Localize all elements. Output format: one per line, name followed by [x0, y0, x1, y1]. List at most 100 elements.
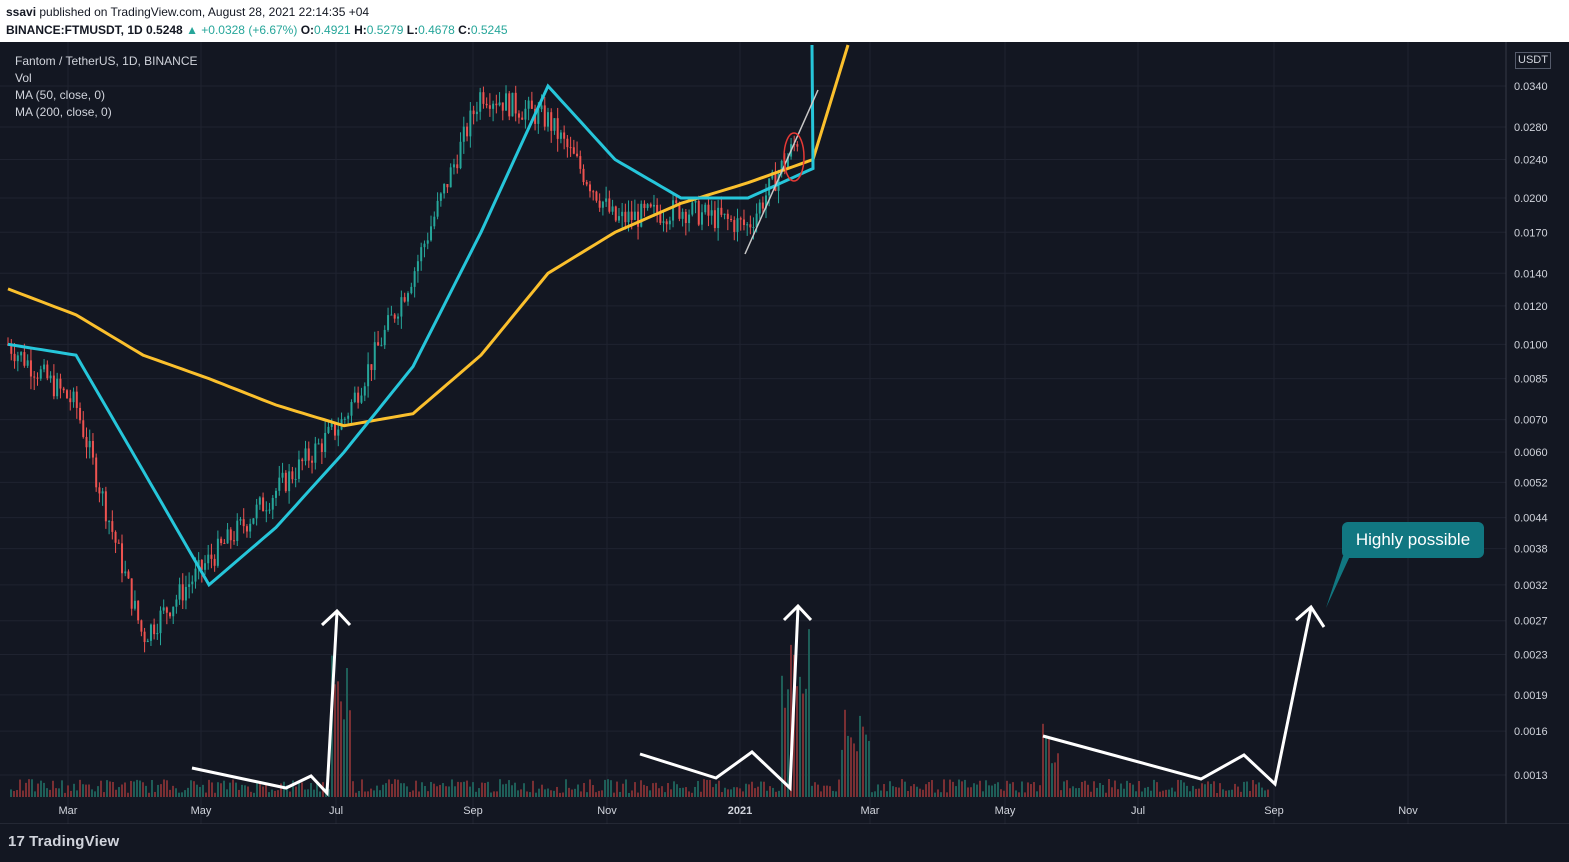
candle-body [407, 293, 410, 302]
candle-body [291, 471, 294, 480]
volume-bar [994, 783, 996, 797]
volume-bar [463, 781, 465, 797]
candle-body [780, 160, 783, 174]
candle-body [188, 584, 191, 587]
volume-bar [142, 782, 144, 797]
volume-bar [769, 786, 771, 797]
close-label: C: [458, 23, 471, 37]
drawing-arrowhead-2 [782, 603, 813, 622]
candle-body [433, 216, 436, 227]
volume-bar [445, 786, 447, 797]
currency-label[interactable]: USDT [1515, 52, 1551, 69]
volume-bar [76, 790, 78, 797]
volume-bar [184, 790, 186, 797]
volume-bar [424, 786, 426, 797]
volume-bar [952, 781, 954, 797]
volume-bar [727, 789, 729, 797]
volume-bar [307, 789, 309, 797]
candle-body [488, 105, 491, 109]
volume-bar [352, 781, 354, 797]
candle-body [713, 210, 716, 229]
candle-body [281, 472, 284, 478]
publisher-name[interactable]: ssavi [6, 5, 37, 19]
volume-bar [556, 786, 558, 797]
volume-bar [58, 788, 60, 797]
chart-area[interactable]: 0.0340 0.0280 0.0240 0.0200 0.0170 0.0140 0.01… [0, 42, 1569, 824]
volume-bar [1249, 790, 1251, 797]
volume-bar [490, 792, 492, 797]
volume-bar [109, 781, 111, 797]
volume-bar [1201, 783, 1203, 797]
candle-body [95, 457, 98, 488]
volume-bar [244, 785, 246, 797]
volume-bar [19, 779, 21, 797]
legend-vol[interactable]: Vol [15, 71, 32, 85]
volume-bar [547, 788, 549, 797]
candle-body [637, 211, 640, 227]
tradingview-logo[interactable]: 17 TradingView [8, 833, 119, 850]
volume-bar [1120, 783, 1122, 797]
candle-body [191, 581, 194, 585]
volume-bar [1204, 784, 1206, 797]
volume-bar [1048, 737, 1050, 797]
volume-bar [373, 790, 375, 797]
chart-svg[interactable]: 0.0340 0.0280 0.0240 0.0200 0.0170 0.0140 0.01… [0, 42, 1569, 824]
volume-bar [634, 782, 636, 797]
candle-body [717, 207, 720, 229]
candle-body [786, 156, 789, 168]
volume-bar [814, 782, 816, 797]
volume-bar [598, 790, 600, 797]
volume-bar [949, 779, 951, 797]
volume-bar [430, 781, 432, 797]
volume-bar [868, 740, 870, 797]
volume-bar [367, 791, 369, 797]
volume-bar [664, 792, 666, 797]
candle-body [307, 448, 310, 461]
candle-body [114, 531, 117, 543]
candle-body [85, 436, 88, 448]
volume-bar [889, 781, 891, 797]
candle-body [521, 117, 524, 120]
volume-bar [637, 792, 639, 797]
volume-bar [1234, 783, 1236, 797]
publish-header: ssavi published on TradingView.com, Augu… [0, 0, 1569, 42]
volume-bar [22, 790, 24, 797]
volume-bar [376, 785, 378, 797]
price-tick-label: 0.0038 [1514, 544, 1548, 556]
volume-bar [799, 676, 801, 797]
volume-bar [955, 786, 957, 797]
volume-bar [241, 784, 243, 797]
candle-body [556, 118, 559, 139]
volume-bar [628, 792, 630, 797]
volume-bar [379, 790, 381, 797]
volume-bar [571, 789, 573, 797]
candle-body [400, 297, 403, 317]
volume-bar [1057, 753, 1059, 797]
candle-body [350, 401, 353, 416]
volume-bar [214, 792, 216, 797]
volume-bar [1231, 789, 1233, 797]
candle-body [416, 261, 419, 272]
volume-bar [823, 785, 825, 797]
volume-bar [1210, 783, 1212, 797]
volume-bar [433, 783, 435, 797]
volume-bar [1012, 782, 1014, 797]
volume-bar [1078, 787, 1080, 797]
volume-bar [856, 751, 858, 797]
legend-ma50[interactable]: MA (50, close, 0) [15, 88, 106, 102]
volume-bar [802, 693, 804, 797]
volume-bar [883, 784, 885, 797]
volume-bar [748, 784, 750, 797]
candle-body [16, 355, 19, 362]
candle-body [646, 204, 649, 209]
volume-bar [1186, 785, 1188, 797]
annotation-callout[interactable]: Highly possible [1342, 522, 1484, 558]
volume-bar [916, 786, 918, 797]
candle-body [249, 523, 252, 532]
volume-bar [1150, 790, 1152, 797]
volume-bar [1054, 762, 1056, 797]
volume-bar [781, 675, 783, 797]
volume-bar [718, 780, 720, 797]
candle-body [65, 390, 68, 399]
legend-ma200[interactable]: MA (200, close, 0) [15, 105, 112, 119]
